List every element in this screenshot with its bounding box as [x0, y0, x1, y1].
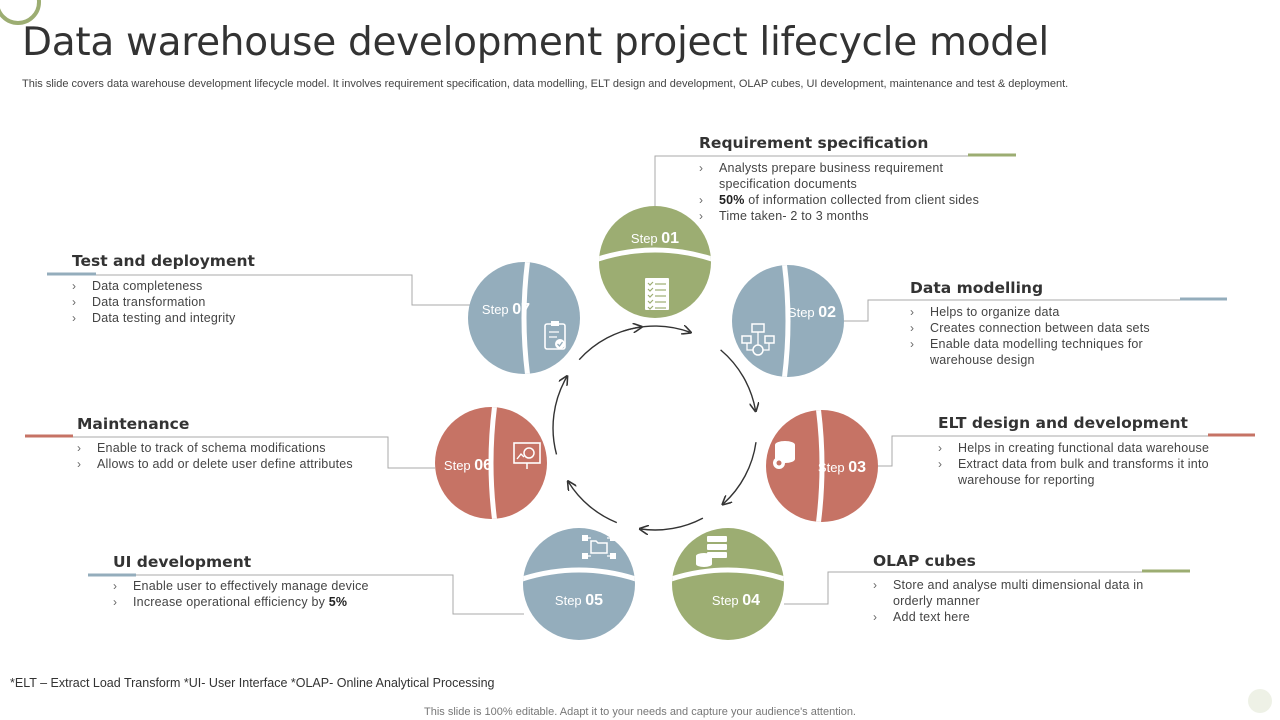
bullet-item: Analysts prepare business requirement — [699, 160, 979, 176]
step-label-06: Step 06 — [444, 457, 492, 474]
cycle-arrow-5 — [569, 482, 618, 524]
corner-ring-decoration — [0, 0, 41, 25]
step-bullets-06: Enable to track of schema modificationsA… — [77, 440, 353, 472]
step-circles: Step 01 Step 02 Step 03 Step 04 Step 05 Step … — [435, 206, 878, 640]
step-circle-01: Step 01 — [599, 206, 711, 318]
connector-lines — [25, 153, 1255, 615]
step-bullets-07: Data completenessData transformationData… — [72, 278, 235, 326]
step-heading-01: Requirement specification — [699, 134, 929, 152]
bullet-item: warehouse design — [930, 353, 1035, 367]
step-label-05: Step 05 — [555, 592, 603, 609]
folder-network-icon — [582, 535, 616, 559]
step-bullets-02: Helps to organize dataCreates connection… — [910, 304, 1150, 368]
abbreviation-footnote: *ELT – Extract Load Transform *UI- User … — [10, 676, 495, 690]
bullet-item: specification documents — [719, 177, 858, 191]
step-circle-05: Step 05 — [523, 528, 635, 640]
step-circle-02: Step 02 — [732, 265, 844, 377]
step-heading-04: OLAP cubes — [873, 552, 976, 570]
cycle-arrow-6 — [552, 377, 567, 455]
step-label-02: Step 02 — [788, 304, 836, 321]
step-label-03: Step 03 — [818, 459, 866, 476]
bullet-item: Increase operational efficiency by 5% — [113, 594, 369, 610]
step-label-01: Step 01 — [631, 230, 679, 247]
step-circle-03: Step 03 — [766, 410, 878, 522]
step-heading-05: UI development — [113, 553, 252, 571]
page-subtitle: This slide covers data warehouse develop… — [22, 78, 1069, 90]
bullet-item: Helps in creating functional data wareho… — [938, 440, 1209, 456]
bullet-item: Data completeness — [72, 278, 235, 294]
connector-line-step-07 — [96, 274, 470, 306]
bullet-item: orderly manner — [893, 594, 980, 608]
step-bullets-03: Helps in creating functional data wareho… — [938, 440, 1209, 488]
step-heading-07: Test and deployment — [72, 252, 255, 270]
step-circle-07: Step 07 — [468, 262, 580, 374]
bullet-item: 50% of information collected from client… — [699, 192, 979, 208]
step-circle-04: Step 04 — [672, 528, 784, 640]
bullet-item: warehouse for reporting — [958, 473, 1095, 487]
bullet-item: Helps to organize data — [910, 304, 1150, 320]
page-title: Data warehouse development project lifec… — [22, 20, 1049, 65]
cycle-arrow-7 — [578, 327, 641, 361]
step-label-04: Step 04 — [712, 592, 760, 609]
connector-line-step-01 — [654, 155, 968, 208]
server-stack-icon — [696, 536, 727, 567]
clipboard-check-icon — [544, 321, 566, 350]
step-heading-03: ELT design and development — [938, 414, 1188, 432]
slide-footer: This slide is 100% editable. Adapt it to… — [424, 706, 856, 718]
connector-line-step-04 — [784, 571, 1142, 605]
bullet-item: Extract data from bulk and transforms it… — [938, 456, 1209, 472]
bullet-item: Enable to track of schema modifications — [77, 440, 353, 456]
database-gear-icon — [773, 441, 795, 469]
step-bullets-01: Analysts prepare business requirementspe… — [699, 160, 979, 224]
cycle-arrow-3 — [723, 442, 757, 504]
connector-line-step-06 — [73, 436, 435, 469]
connector-line-step-05 — [136, 574, 524, 615]
cycle-arrow-2 — [720, 349, 756, 410]
step-bullets-05: Enable user to effectively manage device… — [113, 578, 369, 610]
corner-dot-decoration — [1248, 689, 1272, 713]
bullet-item: Allows to add or delete user define attr… — [77, 456, 353, 472]
bullet-item: Data transformation — [72, 294, 235, 310]
bullet-item: Data testing and integrity — [72, 310, 235, 326]
bullet-item: Creates connection between data sets — [910, 320, 1150, 336]
cycle-arrow-1 — [623, 326, 690, 332]
step-heading-06: Maintenance — [77, 415, 190, 433]
bullet-item: Time taken- 2 to 3 months — [699, 208, 979, 224]
connector-line-step-03 — [876, 435, 1208, 467]
step-circle-06: Step 06 — [435, 407, 547, 519]
data-network-icon — [741, 323, 775, 356]
checklist-icon — [645, 278, 669, 310]
bullet-item: Store and analyse multi dimensional data… — [873, 577, 1143, 593]
bullet-item: Add text here — [873, 609, 1143, 625]
cycle-arrow-4 — [641, 517, 704, 530]
presentation-chart-icon — [513, 442, 541, 469]
bullet-item: Enable user to effectively manage device — [113, 578, 369, 594]
cycle-arrows — [552, 326, 757, 530]
step-bullets-04: Store and analyse multi dimensional data… — [873, 577, 1143, 625]
step-label-07: Step 07 — [482, 301, 530, 318]
connector-line-step-02 — [842, 299, 1180, 322]
step-heading-02: Data modelling — [910, 279, 1044, 297]
bullet-item: Enable data modelling techniques for — [910, 336, 1150, 352]
